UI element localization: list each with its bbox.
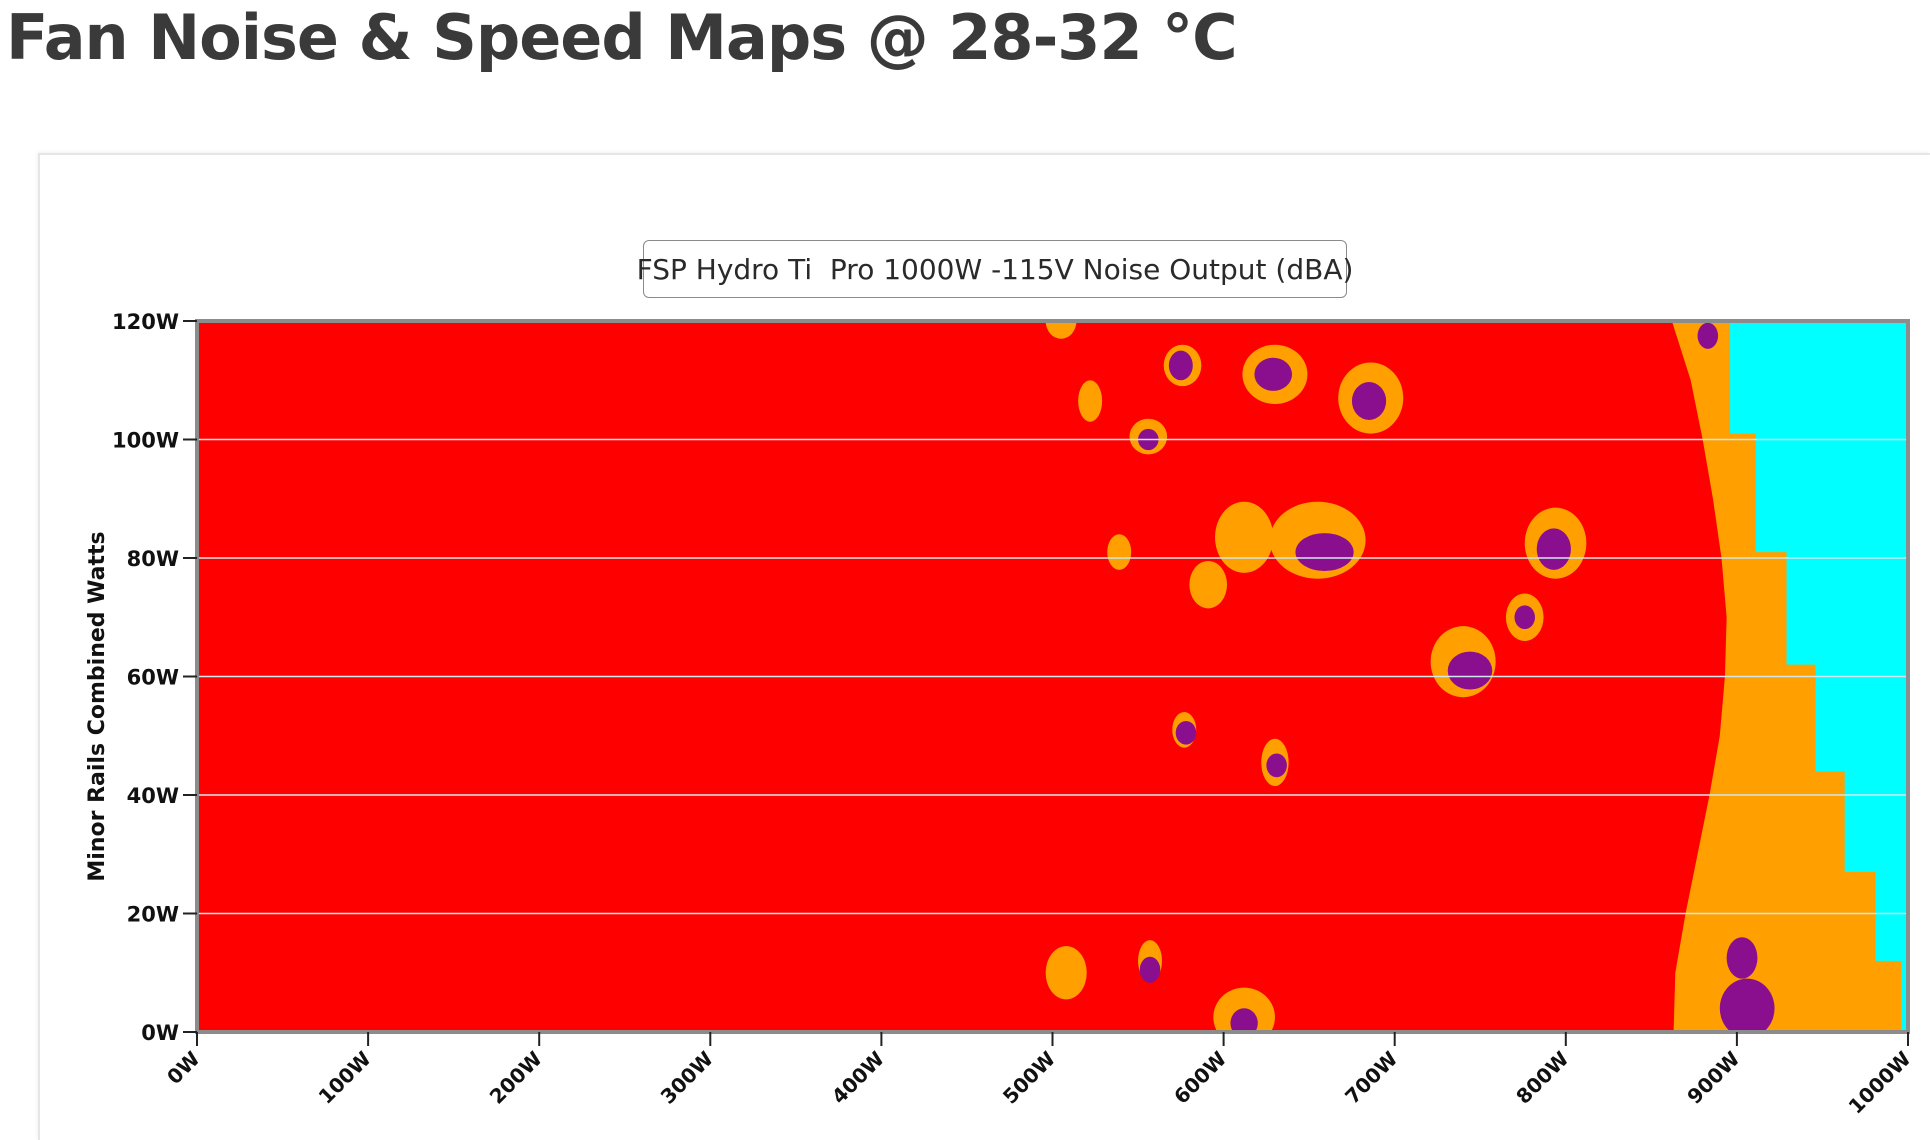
y-tick-label: 120W <box>112 310 179 334</box>
x-tick-label: 900W <box>1682 1047 1744 1109</box>
heatmap-orange-spot <box>1078 380 1103 422</box>
heatmap-purple-spot <box>1726 937 1758 979</box>
x-tick-label: 400W <box>827 1047 889 1109</box>
heatmap-orange-spot <box>1045 321 1077 339</box>
x-tick-label: 1000W <box>1844 1047 1916 1119</box>
x-tick-label: 200W <box>485 1047 547 1109</box>
x-tick-label: 500W <box>998 1047 1060 1109</box>
heatmap-purple-spot <box>1514 605 1536 630</box>
heatmap-purple-spot <box>1697 322 1719 349</box>
heatmap-purple-spot <box>1168 350 1193 381</box>
heatmap-purple-spot <box>1266 753 1287 778</box>
heatmap-purple-spot <box>1719 978 1775 1032</box>
x-tick-label: 600W <box>1169 1047 1231 1109</box>
x-tick-label: 800W <box>1511 1047 1573 1109</box>
y-tick-label: 20W <box>127 903 179 927</box>
y-tick-label: 100W <box>112 429 179 453</box>
y-tick-label: 80W <box>127 547 179 571</box>
heatmap-orange-spot <box>1189 560 1228 609</box>
legend-box: FSP Hydro Ti Pro 1000W -115V Noise Outpu… <box>637 240 1353 298</box>
heatmap-purple-spot <box>1175 720 1197 745</box>
x-tick-label: 0W <box>162 1047 204 1089</box>
heatmap-purple-spot <box>1254 357 1293 391</box>
x-tick-label: 700W <box>1340 1047 1402 1109</box>
heatmap-purple-spot <box>1536 528 1571 570</box>
y-tick-label: 0W <box>141 1021 179 1045</box>
y-axis-title: Minor Rails Combined Watts <box>85 531 110 881</box>
heatmap-purple-spot <box>1230 1008 1258 1032</box>
heatmap-purple-spot <box>1447 651 1493 690</box>
x-tick-label: 300W <box>656 1047 718 1109</box>
heatmap-orange-spot <box>1215 501 1274 573</box>
heatmap-purple-spot <box>1139 956 1161 983</box>
page-title: Fan Noise & Speed Maps @ 28-32 °C <box>6 1 1238 74</box>
x-tick-label: 100W <box>314 1047 376 1109</box>
y-tick-label: 60W <box>127 666 179 690</box>
heatmap-orange-spot <box>1107 534 1132 570</box>
heatmap-purple-spot <box>1351 382 1387 420</box>
heatmap-purple-spot <box>1295 533 1354 572</box>
legend-label: FSP Hydro Ti Pro 1000W -115V Noise Outpu… <box>636 252 1354 286</box>
heatmap-orange-spot <box>1045 946 1087 1000</box>
y-tick-label: 40W <box>127 784 179 808</box>
